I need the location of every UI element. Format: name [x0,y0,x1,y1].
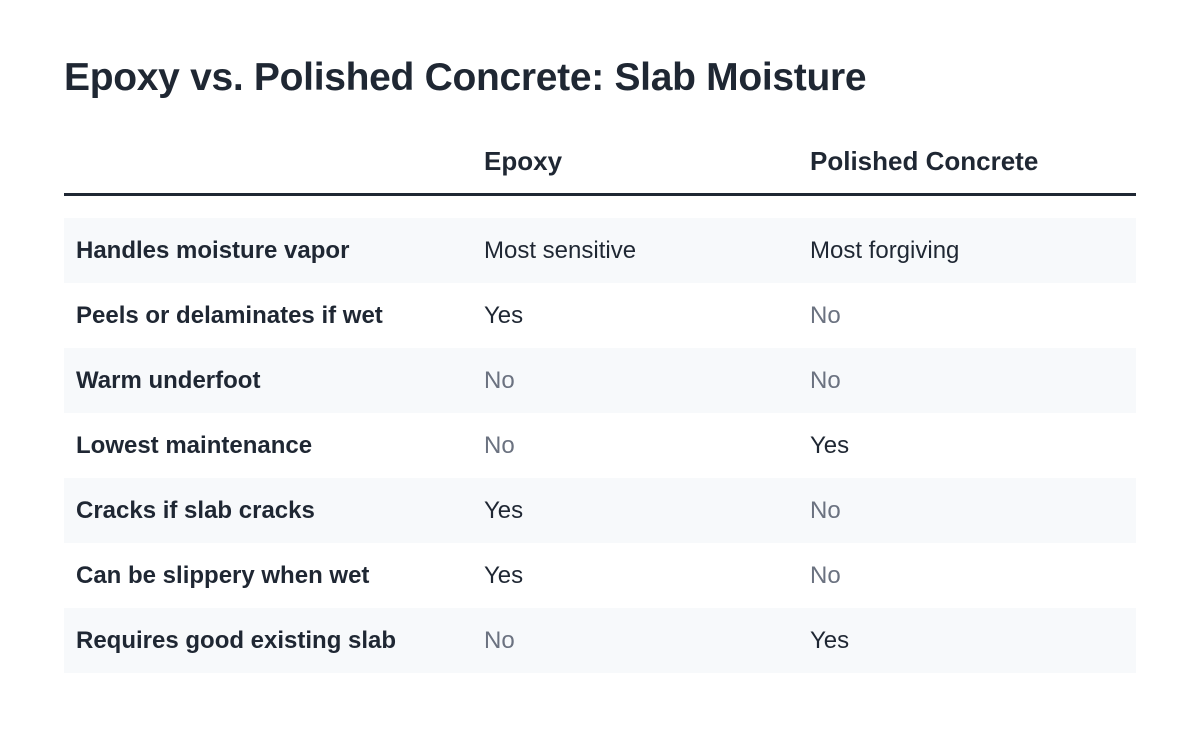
row-label: Warm underfoot [76,367,261,394]
row-label: Cracks if slab cracks [76,497,315,524]
row-label: Peels or delaminates if wet [76,302,383,329]
column-header: Epoxy [484,146,563,176]
table-row: Cracks if slab cracks Yes No [64,478,1136,543]
cell: No [810,562,841,589]
cell: No [810,497,841,524]
table-row: Can be slippery when wet Yes No [64,543,1136,608]
title: Epoxy vs. Polished Concrete: Slab Moistu… [64,56,867,99]
table-row: Requires good existing slab No Yes [64,608,1136,673]
row-label: Can be slippery when wet [76,562,370,589]
cell: Yes [484,302,524,329]
table-row: Lowest maintenance No Yes [64,413,1136,478]
cell: Most sensitive [484,237,637,264]
cell: No [810,367,841,394]
cell: No [484,367,515,394]
row-label: Requires good existing slab [76,627,397,654]
cell: Yes [484,562,524,589]
cell: Most forgiving [810,237,960,264]
table-row: Peels or delaminates if wet Yes No [64,283,1136,348]
header-rule [64,193,1136,196]
cell: No [810,302,841,329]
table-row: Warm underfoot No No [64,348,1136,413]
row-label: Lowest maintenance [76,432,313,459]
table-row: Handles moisture vapor Most sensitive Mo… [64,218,1136,283]
cell: No [484,432,515,459]
row-label: Handles moisture vapor [76,237,350,264]
cell: Yes [810,432,850,459]
column-header: Polished Concrete [810,146,1039,176]
cell: No [484,627,515,654]
cell: Yes [484,497,524,524]
cell: Yes [810,627,850,654]
